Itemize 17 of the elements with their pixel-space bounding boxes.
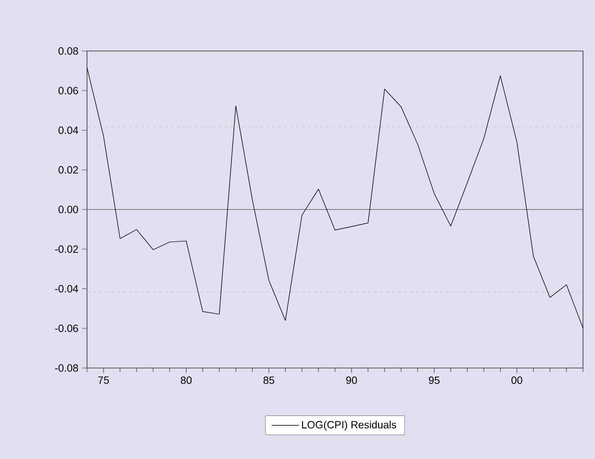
y-tick-label: 0.06: [58, 86, 78, 94]
x-tick-label: 00: [511, 376, 522, 384]
x-tick-label: 80: [180, 376, 192, 384]
y-tick-label: 0.04: [58, 126, 78, 134]
x-tick-label: 90: [346, 376, 357, 384]
y-tick-label: -0.08: [55, 364, 78, 372]
y-tick-label: -0.06: [55, 324, 78, 332]
x-tick-label: 85: [264, 376, 274, 384]
y-tick-label: -0.02: [55, 245, 78, 253]
y-tick-label: 0.00: [58, 206, 78, 214]
y-tick-label: 0.02: [58, 166, 78, 174]
y-tick-label: -0.04: [55, 285, 78, 292]
y-tick-label: 0.08: [58, 47, 78, 55]
line-series: [86, 67, 584, 328]
legend-label: LOG(CPI) Residuals: [302, 420, 396, 430]
x-tick-label: 95: [428, 376, 440, 384]
x-tick-label: 75: [98, 376, 109, 384]
